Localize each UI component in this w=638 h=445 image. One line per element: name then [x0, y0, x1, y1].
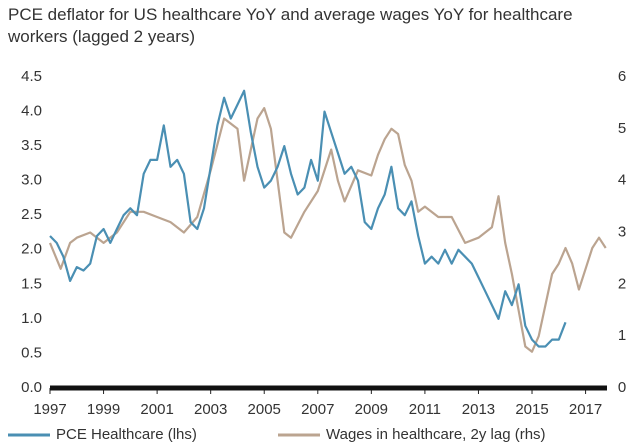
legend-label: PCE Healthcare (lhs) — [56, 426, 197, 443]
x-tick-label: 2017 — [569, 401, 602, 418]
y2-tick-label: 3 — [618, 223, 626, 240]
y-tick-label: 2.0 — [21, 241, 42, 258]
series-line — [49, 89, 567, 348]
x-tick-label: 1999 — [87, 401, 120, 418]
x-tick-label: 1997 — [33, 401, 66, 418]
chart-title: PCE deflator for US healthcare YoY and a… — [8, 5, 573, 46]
y2-tick-label: 6 — [618, 68, 626, 85]
y-tick-label: 0.5 — [21, 344, 42, 361]
x-tick-label: 2015 — [515, 401, 548, 418]
y-tick-label: 1.5 — [21, 275, 42, 292]
y2-tick-label: 5 — [618, 120, 626, 137]
y-tick-label: 4.0 — [21, 103, 42, 120]
y-tick-label: 4.5 — [21, 68, 42, 85]
y-tick-label: 2.5 — [21, 206, 42, 223]
legend-label: Wages in healthcare, 2y lag (rhs) — [326, 426, 546, 443]
y2-tick-label: 0 — [618, 379, 626, 396]
x-tick-label: 2009 — [355, 401, 388, 418]
y-tick-label: 3.5 — [21, 137, 42, 154]
y-tick-label: 3.0 — [21, 172, 42, 189]
y-tick-label: 0.0 — [21, 379, 42, 396]
x-tick-label: 2013 — [462, 401, 495, 418]
x-tick-label: 2003 — [194, 401, 227, 418]
x-tick-label: 2005 — [248, 401, 281, 418]
y2-tick-label: 1 — [618, 327, 626, 344]
y-tick-label: 1.0 — [21, 310, 42, 327]
y2-tick-label: 2 — [618, 275, 626, 292]
x-tick-label: 2001 — [140, 401, 173, 418]
x-tick-label: 2007 — [301, 401, 334, 418]
y2-tick-label: 4 — [618, 172, 626, 189]
series-line — [48, 107, 607, 353]
x-tick-label: 2011 — [409, 401, 441, 418]
